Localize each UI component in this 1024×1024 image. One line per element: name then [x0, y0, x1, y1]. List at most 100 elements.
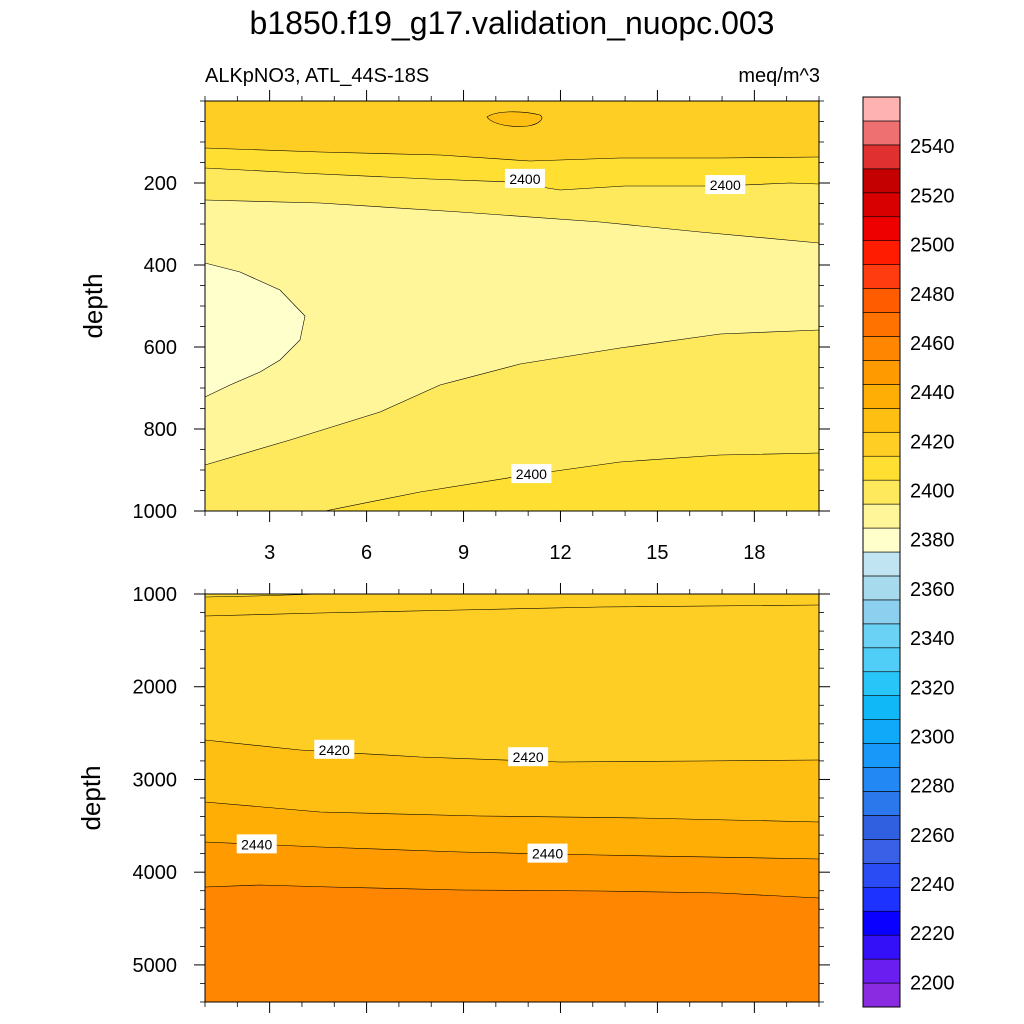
contour-label-bg: [527, 843, 568, 863]
lower-ticks: 1000 2000 3000 4000 5000: [133, 583, 830, 1013]
colorbar-box: [862, 288, 901, 313]
contour-label: 2420: [314, 739, 355, 759]
colorbar-tick-label: 2380: [910, 530, 955, 552]
colorbar-box: [862, 982, 901, 1008]
chart-title: b1850.f19_g17.validation_nuopc.003: [250, 5, 775, 41]
ytick-label: 1000: [133, 501, 178, 523]
contour-label-bg: [705, 175, 746, 195]
contour-label-bg: [236, 834, 277, 854]
colorbar-box: [862, 910, 901, 936]
colorbar-box: [862, 934, 901, 960]
colorbar-box: [862, 96, 901, 122]
upper-panel: 200 400 600 800 1000 3 6 9 12 15 18 2400 2400 2400 d…: [78, 90, 830, 564]
ytick-label: 400: [144, 255, 177, 277]
colorbar-tick-label: 2440: [910, 382, 955, 404]
lower-ylabel: depth: [76, 765, 106, 830]
contour-label: 2400: [511, 464, 552, 484]
upper-contour-labels: 2400 2400 2400: [504, 168, 746, 484]
colorbar-box: [862, 264, 901, 289]
colorbar: 2200 2220 2240 2260 2280 2300 2320 2340 2360 2380…: [862, 96, 955, 1008]
units-subtitle: meq/m^3: [738, 65, 820, 87]
xtick-label: 3: [264, 542, 275, 564]
colorbar-box: [862, 168, 901, 194]
contour-label-text: 2400: [509, 171, 540, 187]
upper-closed-contour: [486, 111, 543, 127]
upper-contour-lines: [204, 147, 820, 512]
ytick-label: 800: [144, 419, 177, 441]
colorbar-box: [862, 455, 901, 481]
colorbar-box: [862, 503, 901, 529]
colorbar-box: [862, 527, 901, 553]
colorbar-box: [862, 767, 901, 792]
colorbar-box: [862, 839, 901, 864]
lower-contour-labels: 2420 2420 2440 2440: [236, 739, 568, 863]
xtick-label: 9: [458, 542, 469, 564]
colorbar-box: [862, 671, 901, 696]
contour-label: 2420: [508, 747, 549, 767]
colorbar-box: [862, 192, 901, 218]
colorbar-box: [862, 575, 901, 601]
ytick-label: 1000: [133, 584, 178, 606]
colorbar-box: [862, 144, 901, 170]
lower-contour-lines: [204, 593, 820, 899]
contour-label: 2440: [236, 834, 277, 854]
lower-panel: 1000 2000 3000 4000 5000 2420 2420 2440 2440 de…: [76, 583, 830, 1013]
colorbar-tick-label: 2480: [910, 284, 955, 306]
colorbar-box: [862, 120, 901, 146]
colorbar-box: [862, 240, 901, 265]
colorbar-box: [862, 599, 901, 625]
ytick-label: 600: [144, 337, 177, 359]
contour-label-bg: [314, 739, 355, 759]
ytick-label: 3000: [133, 769, 178, 791]
colorbar-box: [862, 216, 901, 241]
colorbar-tick-label: 2420: [910, 431, 955, 453]
colorbar-box: [862, 863, 901, 888]
colorbar-box: [862, 551, 901, 577]
colorbar-tick-label: 2240: [910, 874, 955, 896]
xtick-label: 18: [743, 542, 765, 564]
colorbar-box: [862, 431, 901, 457]
colorbar-tick-label: 2340: [910, 628, 955, 650]
colorbar-tick-label: 2520: [910, 185, 955, 207]
colorbar-box: [862, 647, 901, 673]
colorbar-box: [862, 384, 901, 409]
colorbar-tick-label: 2300: [910, 726, 955, 748]
colorbar-box: [862, 815, 901, 840]
colorbar-box: [862, 623, 901, 649]
colorbar-box: [862, 791, 901, 816]
colorbar-box: [862, 336, 901, 361]
colorbar-frame: [862, 96, 901, 1008]
ytick-label: 4000: [133, 862, 178, 884]
colorbar-box: [862, 479, 901, 505]
upper-fill-2380: [205, 263, 305, 397]
contour-label-text: 2400: [710, 177, 741, 193]
colorbar-tick-label: 2500: [910, 235, 955, 257]
colorbar-box: [862, 958, 901, 984]
lower-fill-2450: [205, 885, 819, 1002]
left-subtitle: ALKpNO3, ATL_44S-18S: [205, 65, 429, 87]
colorbar-tick-label: 2260: [910, 825, 955, 847]
colorbar-tick-label: 2280: [910, 776, 955, 798]
upper-ticks: 200 400 600 800 1000 3 6 9 12 15 18: [133, 90, 830, 564]
colorbar-tick-label: 2320: [910, 677, 955, 699]
contour-label-bg: [511, 464, 552, 484]
ytick-label: 5000: [133, 955, 178, 977]
colorbar-box: [862, 886, 901, 912]
upper-ylabel: depth: [78, 273, 108, 338]
xtick-label: 15: [646, 542, 668, 564]
ytick-label: 200: [144, 173, 177, 195]
contour-label-text: 2420: [513, 749, 544, 765]
colorbar-box: [862, 695, 901, 720]
colorbar-tick-label: 2460: [910, 333, 955, 355]
xtick-label: 12: [549, 542, 571, 564]
ytick-label: 2000: [133, 677, 178, 699]
contour-label-text: 2420: [319, 742, 350, 758]
contour-label: 2400: [504, 168, 545, 188]
colorbar-tick-label: 2360: [910, 579, 955, 601]
xtick-label: 6: [361, 542, 372, 564]
upper-fill-deep-2400: [325, 453, 819, 511]
contour-label: 2440: [527, 843, 568, 863]
contour-label: 2400: [705, 175, 746, 195]
colorbar-box: [862, 719, 901, 744]
